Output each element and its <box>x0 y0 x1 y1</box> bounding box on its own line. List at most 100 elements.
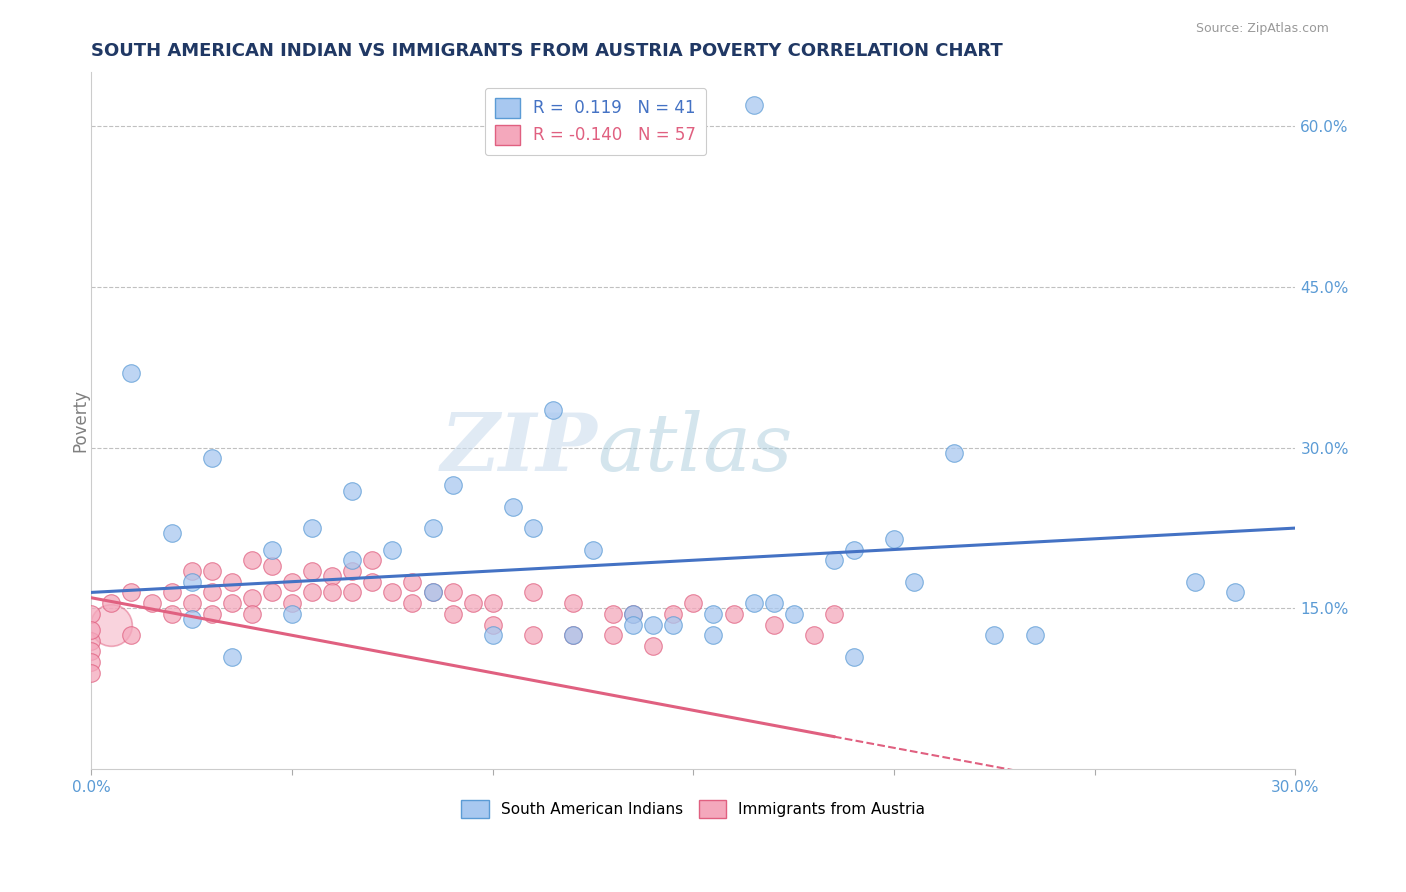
Point <box>401 574 423 589</box>
Point <box>301 585 323 599</box>
Point <box>582 542 605 557</box>
Point <box>422 585 444 599</box>
Point <box>260 542 283 557</box>
Y-axis label: Poverty: Poverty <box>72 390 89 452</box>
Text: SOUTH AMERICAN INDIAN VS IMMIGRANTS FROM AUSTRIA POVERTY CORRELATION CHART: SOUTH AMERICAN INDIAN VS IMMIGRANTS FROM… <box>91 42 1002 60</box>
Point <box>201 564 224 578</box>
Point <box>522 585 544 599</box>
Point <box>643 617 665 632</box>
Point <box>260 558 283 573</box>
Point <box>260 585 283 599</box>
Point <box>662 607 685 621</box>
Point <box>301 564 323 578</box>
Point <box>823 607 845 621</box>
Point <box>342 564 364 578</box>
Point <box>180 574 202 589</box>
Point <box>621 617 644 632</box>
Text: Source: ZipAtlas.com: Source: ZipAtlas.com <box>1195 22 1329 36</box>
Point <box>121 366 143 380</box>
Point <box>662 617 685 632</box>
Point <box>422 585 444 599</box>
Point <box>602 607 624 621</box>
Point <box>983 628 1005 642</box>
Point <box>281 574 304 589</box>
Point <box>80 607 103 621</box>
Point <box>441 585 464 599</box>
Point <box>121 585 143 599</box>
Point <box>180 596 202 610</box>
Point <box>562 596 585 610</box>
Point <box>522 521 544 535</box>
Point <box>481 617 503 632</box>
Point <box>100 596 122 610</box>
Point <box>1024 628 1046 642</box>
Text: ZIP: ZIP <box>440 410 598 488</box>
Point <box>301 521 323 535</box>
Point <box>180 564 202 578</box>
Point <box>342 585 364 599</box>
Point <box>342 553 364 567</box>
Point <box>201 607 224 621</box>
Point <box>321 585 343 599</box>
Point <box>762 617 785 632</box>
Point <box>562 628 585 642</box>
Point <box>621 607 644 621</box>
Point <box>180 612 202 626</box>
Point <box>903 574 925 589</box>
Point <box>100 617 122 632</box>
Point <box>201 451 224 466</box>
Point <box>80 655 103 669</box>
Point <box>422 521 444 535</box>
Text: atlas: atlas <box>598 410 793 488</box>
Point <box>381 585 404 599</box>
Point <box>602 628 624 642</box>
Point <box>441 478 464 492</box>
Point <box>160 526 183 541</box>
Point <box>201 585 224 599</box>
Point <box>842 649 865 664</box>
Point <box>381 542 404 557</box>
Point <box>221 574 243 589</box>
Point <box>361 553 384 567</box>
Point <box>643 639 665 653</box>
Point <box>943 446 966 460</box>
Point <box>803 628 825 642</box>
Point <box>141 596 163 610</box>
Point <box>562 628 585 642</box>
Point <box>702 607 724 621</box>
Point <box>502 500 524 514</box>
Point <box>883 532 905 546</box>
Point <box>1225 585 1247 599</box>
Point <box>321 569 343 583</box>
Point <box>723 607 745 621</box>
Point <box>240 591 263 605</box>
Point <box>281 596 304 610</box>
Point <box>742 596 765 610</box>
Point <box>481 628 503 642</box>
Point <box>461 596 484 610</box>
Point <box>80 665 103 680</box>
Point <box>281 607 304 621</box>
Point <box>682 596 704 610</box>
Point <box>240 553 263 567</box>
Point <box>842 542 865 557</box>
Point <box>783 607 806 621</box>
Point <box>121 628 143 642</box>
Point <box>401 596 423 610</box>
Point <box>762 596 785 610</box>
Point <box>80 633 103 648</box>
Point <box>522 628 544 642</box>
Point <box>80 644 103 658</box>
Point <box>823 553 845 567</box>
Point <box>160 607 183 621</box>
Point <box>441 607 464 621</box>
Point <box>481 596 503 610</box>
Point <box>221 649 243 664</box>
Point <box>221 596 243 610</box>
Point <box>342 483 364 498</box>
Point <box>621 607 644 621</box>
Point <box>1184 574 1206 589</box>
Point <box>702 628 724 642</box>
Point <box>361 574 384 589</box>
Point <box>160 585 183 599</box>
